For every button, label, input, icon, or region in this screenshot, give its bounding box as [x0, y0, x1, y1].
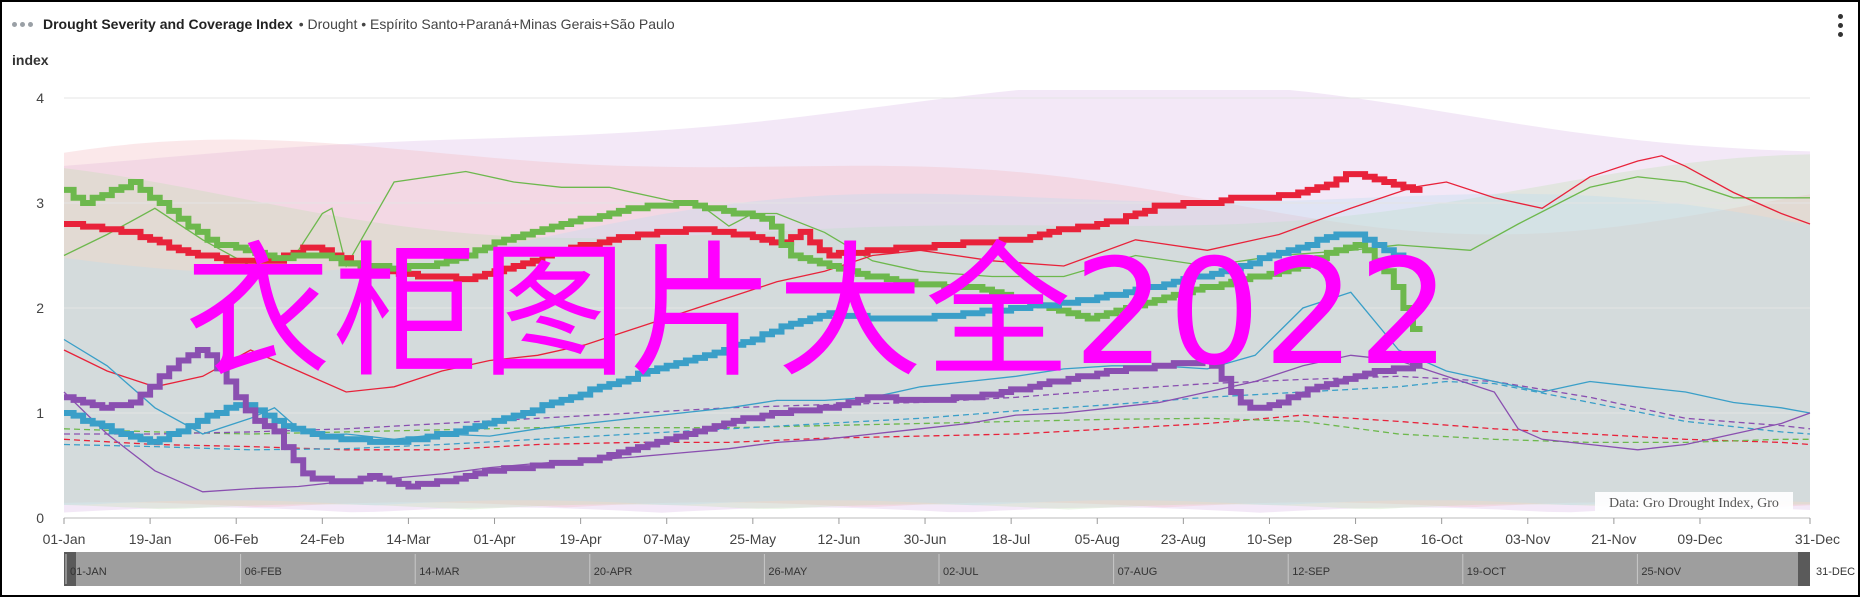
range-bands: [64, 90, 1810, 513]
x-tick-label: 21-Nov: [1591, 531, 1636, 547]
chart-subtitle: • Drought • Espírito Santo+Paraná+Minas …: [298, 16, 675, 32]
x-tick-label: 10-Sep: [1247, 531, 1292, 547]
navigator-track: [64, 552, 1810, 586]
series-line-current: [64, 347, 1423, 490]
navigator-label: 25-NOV: [1641, 566, 1681, 578]
series-line-current: [64, 179, 1423, 332]
navigator-label: 20-APR: [594, 566, 633, 578]
x-tick-label: 01-Apr: [474, 531, 516, 547]
navigator-label: 14-MAR: [419, 566, 459, 578]
navigator-label: 26-MAY: [768, 566, 808, 578]
navigator-label: 12-SEP: [1292, 566, 1330, 578]
data-credit: Data: Gro Drought Index, Gro: [1595, 492, 1793, 516]
x-tick-label: 25-May: [729, 531, 776, 547]
x-tick-label: 06-Feb: [214, 531, 259, 547]
navigator-right-handle: [1798, 552, 1810, 586]
navigator-left-handle: [64, 552, 76, 586]
series-lines: [63, 155, 1811, 493]
range-band: [64, 139, 1810, 508]
x-tick-label: 18-Jul: [992, 531, 1030, 547]
series-line-current: [64, 231, 1423, 445]
navigator-label: 31-DEC: [1816, 566, 1855, 578]
x-tick-label: 30-Jun: [904, 531, 947, 547]
x-tick-label: 19-Jan: [129, 531, 172, 547]
x-tick-label: 24-Feb: [300, 531, 345, 547]
x-axis-ticks: 01-Jan 19-Jan 06-Feb 24-Feb 14-Mar 01-Apr 19-A…: [43, 518, 1840, 547]
navigator-label: 02-JUL: [943, 566, 978, 578]
navigator-label: 01-JAN: [70, 566, 107, 578]
x-tick-label: 14-Mar: [386, 531, 431, 547]
x-tick-label: 23-Aug: [1161, 531, 1206, 547]
y-tick-label: 0: [36, 510, 44, 526]
y-tick-label: 2: [36, 300, 44, 316]
x-tick-label: 31-Dec: [1795, 531, 1840, 547]
x-tick-label: 12-Jun: [818, 531, 861, 547]
x-tick-label: 01-Jan: [43, 531, 86, 547]
navigator-label: 19-OCT: [1467, 566, 1506, 578]
x-tick-label: 09-Dec: [1677, 531, 1722, 547]
series-line-average: [63, 417, 1810, 444]
y-axis-label: index: [12, 52, 49, 68]
watermark-text: 衣柜图片大全2022: [185, 228, 1453, 398]
x-tick-label: 03-Nov: [1505, 531, 1550, 547]
range-navigator[interactable]: 01-JAN 06-FEB 14-MAR 20-APR 26-MAY 02-JUL 07-A…: [64, 552, 1855, 586]
y-tick-label: 4: [36, 90, 44, 106]
series-line-previous: [63, 170, 1810, 278]
series-line-average: [63, 414, 1811, 451]
drag-handle-icon[interactable]: [12, 21, 33, 27]
y-tick-label: 1: [36, 405, 44, 421]
x-tick-label: 05-Aug: [1075, 531, 1120, 547]
navigator-label: 06-FEB: [245, 566, 282, 578]
series-line-previous: [63, 354, 1811, 493]
x-tick-label: 19-Apr: [560, 531, 602, 547]
range-band: [64, 90, 1810, 513]
x-tick-label: 07-May: [643, 531, 690, 547]
navigator-label: 07-AUG: [1118, 566, 1158, 578]
chart-title: Drought Severity and Coverage Index: [43, 16, 293, 32]
kebab-menu-icon[interactable]: [1838, 14, 1844, 37]
series-line-average: [63, 380, 1811, 451]
x-tick-label: 16-Oct: [1421, 531, 1463, 547]
y-axis-ticks: 0 1 2 3 4: [36, 90, 44, 526]
chart-header: Drought Severity and Coverage Index • Dr…: [12, 16, 675, 32]
x-tick-label: 28-Sep: [1333, 531, 1378, 547]
y-tick-label: 3: [36, 195, 44, 211]
